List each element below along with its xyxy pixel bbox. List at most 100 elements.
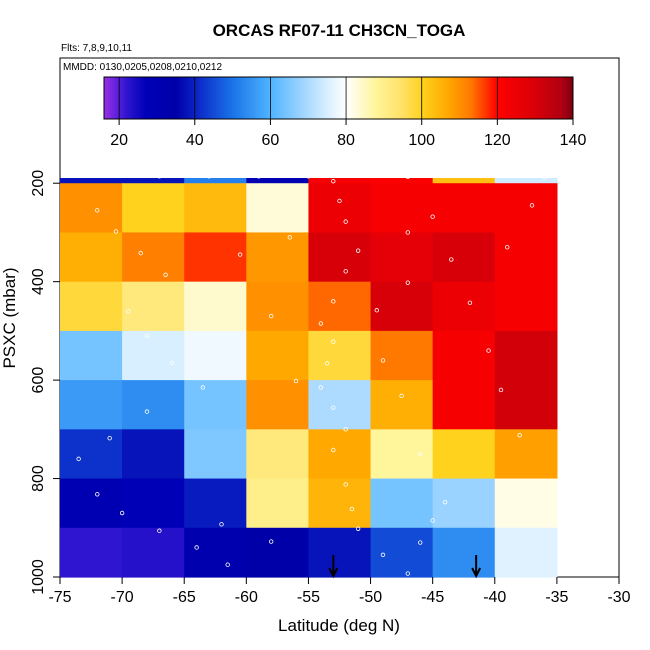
- sample-point: [318, 385, 324, 390]
- heatmap-cell: [60, 478, 123, 529]
- sample-point: [405, 280, 411, 285]
- sample-point: [529, 203, 535, 208]
- heatmap-cell: [60, 232, 123, 283]
- sample-point: [449, 257, 454, 262]
- y-tick-label: 600: [30, 367, 47, 394]
- heatmap-cell: [370, 183, 434, 234]
- arrow-markers: [328, 555, 482, 579]
- heatmap-cell: [60, 281, 123, 332]
- heatmap-cells: [60, 178, 558, 578]
- sample-point: [231, 173, 237, 178]
- sample-point: [268, 313, 274, 319]
- heatmap-cell: [246, 527, 310, 578]
- x-tick-label: -40: [483, 589, 506, 606]
- dates-note: MMDD: 0130,0205,0208,0210,0212: [63, 62, 222, 73]
- heatmap-cell: [432, 281, 496, 332]
- sample-point: [169, 360, 174, 366]
- colorbar-tick-label: 100: [408, 132, 435, 149]
- sample-point: [281, 173, 286, 178]
- heatmap-cell: [246, 178, 310, 184]
- heatmap-cell: [246, 429, 310, 480]
- sample-point: [163, 272, 168, 277]
- heatmap-cell: [370, 178, 434, 184]
- sample-point: [542, 175, 547, 180]
- sample-point: [405, 230, 411, 235]
- heatmap-cell: [122, 281, 185, 332]
- heatmap-cell: [184, 183, 247, 234]
- sample-point: [331, 299, 336, 304]
- sample-point: [399, 393, 404, 399]
- heatmap-cell: [122, 232, 185, 283]
- sample-point: [107, 435, 112, 441]
- y-tick-label: 1000: [30, 559, 47, 595]
- heatmap-cell: [308, 183, 372, 234]
- sample-point: [318, 321, 324, 326]
- heatmap-cell: [494, 429, 558, 480]
- sample-point: [95, 208, 100, 213]
- heatmap-cell: [494, 380, 558, 430]
- sample-point: [343, 219, 348, 224]
- x-tick-label: -65: [173, 589, 196, 606]
- heatmap-cell: [308, 178, 372, 184]
- sample-point: [380, 358, 386, 363]
- heatmap-cell: [308, 380, 372, 430]
- heatmap-cell: [246, 232, 310, 283]
- sample-point: [144, 333, 150, 339]
- heatmap-cell: [60, 380, 123, 430]
- sample-point: [430, 518, 435, 523]
- x-axis-label: Latitude (deg N): [278, 616, 400, 635]
- heatmap-cell: [494, 330, 558, 381]
- sample-point: [343, 269, 348, 274]
- heatmap-cell: [494, 232, 558, 283]
- y-axis: 200 400 600 800 1000: [30, 170, 60, 595]
- heatmap-cell: [122, 429, 185, 480]
- heatmap-cell: [184, 380, 247, 430]
- sample-point: [194, 545, 199, 550]
- heatmap-cell: [184, 527, 247, 578]
- heatmap-cell: [308, 281, 372, 332]
- sample-point: [206, 174, 212, 179]
- sample-point: [486, 348, 491, 353]
- x-tick-label: -50: [359, 589, 382, 606]
- sample-point: [219, 522, 224, 527]
- colorbar-tick-label: 60: [262, 132, 280, 149]
- sample-point: [76, 456, 81, 462]
- chart-title: ORCAS RF07-11 CH3CN_TOGA: [213, 21, 466, 40]
- sample-point: [430, 214, 435, 219]
- heatmap-cell: [308, 429, 372, 480]
- heatmap-cell: [432, 232, 496, 283]
- heatmap-cell: [184, 429, 247, 480]
- heatmap-cell: [122, 330, 185, 381]
- sample-point: [355, 526, 361, 531]
- sample-point: [349, 506, 355, 512]
- heatmap-cell: [246, 380, 310, 430]
- heatmap-cell: [184, 330, 247, 381]
- sample-point: [331, 339, 336, 344]
- sample-point: [132, 173, 137, 179]
- sample-point: [182, 173, 187, 179]
- heatmap-cell: [432, 478, 496, 529]
- sample-point: [157, 528, 162, 533]
- sample-point: [331, 405, 336, 410]
- sample-point: [343, 482, 348, 487]
- sample-point: [467, 300, 473, 306]
- heatmap-cell: [432, 178, 496, 184]
- sample-point: [287, 235, 293, 240]
- sample-point: [324, 361, 330, 366]
- x-tick-label: -75: [48, 589, 71, 606]
- heatmap-cell: [246, 183, 310, 234]
- heatmap-cell: [432, 330, 496, 381]
- y-tick-label: 400: [30, 268, 47, 295]
- colorbar-tick-label: 40: [186, 132, 204, 149]
- sample-point: [225, 562, 230, 567]
- colorbar: 20 40 60 80 100 120 140: [103, 76, 586, 149]
- colorbar-tick-label: 120: [484, 132, 511, 149]
- sample-point: [138, 250, 143, 256]
- sample-point: [237, 252, 243, 257]
- colorbar-tick-label: 80: [337, 132, 355, 149]
- y-tick-label: 200: [30, 170, 47, 197]
- sample-point: [418, 451, 423, 457]
- flights-note: Flts: 7,8,9,10,11: [61, 43, 132, 54]
- heatmap-cell: [370, 380, 434, 430]
